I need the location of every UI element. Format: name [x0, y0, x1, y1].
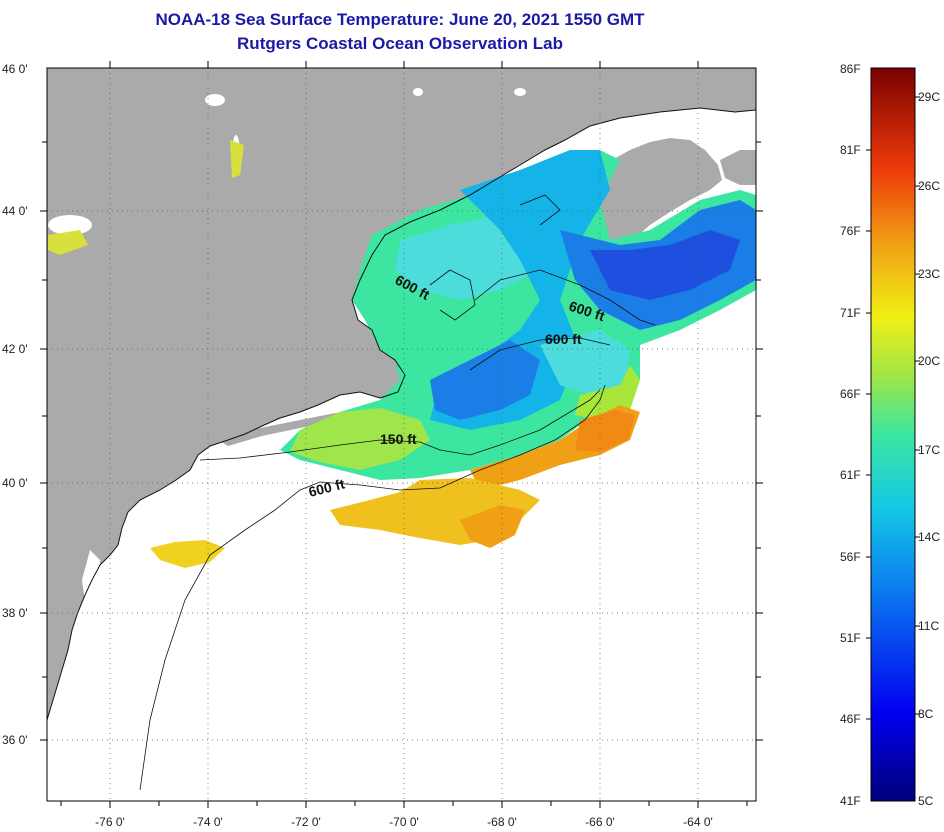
- gulf-of-maine-contour-600ft: [429, 194, 656, 371]
- cb-c-23: 23C: [918, 267, 940, 281]
- cb-c-8: 8C: [918, 707, 934, 721]
- lon-label-76: -76 0': [95, 815, 125, 829]
- cb-c-29: 29C: [918, 90, 940, 104]
- land-mainland: [47, 68, 756, 720]
- cb-c-20: 20C: [918, 354, 940, 368]
- lake-1: [205, 94, 225, 106]
- coastline: [47, 107, 756, 721]
- land-long-island: [215, 410, 355, 446]
- map-plot: [47, 68, 756, 801]
- lat-label-42: 42 0': [2, 342, 28, 356]
- delaware-bay: [126, 512, 150, 552]
- graticule: [47, 68, 756, 801]
- lat-label-40: 40 0': [2, 476, 28, 490]
- cb-f-71: 71F: [840, 306, 861, 320]
- map-title: NOAA-18 Sea Surface Temperature: June 20…: [155, 10, 645, 29]
- map-frame: [46, 67, 757, 802]
- lake-5: [48, 215, 92, 235]
- cb-c-14: 14C: [918, 530, 940, 544]
- cb-c-5: 5C: [918, 794, 934, 808]
- lat-label-38: 38 0': [2, 606, 28, 620]
- cb-f-76: 76F: [840, 224, 861, 238]
- lon-label-72: -72 0': [291, 815, 321, 829]
- chesapeake-bay: [76, 550, 100, 700]
- cb-f-86: 86F: [840, 62, 861, 76]
- lon-label-68: -68 0': [487, 815, 517, 829]
- cb-f-56: 56F: [840, 550, 861, 564]
- lon-label-70: -70 0': [389, 815, 419, 829]
- colorbar-celsius-labels: 29C 26C 23C 20C 17C 14C 11C 8C 5C: [918, 90, 940, 808]
- colorbar: [870, 67, 916, 802]
- colorbar-fahrenheit-labels: 86F 81F 76F 71F 66F 61F 56F 51F 46F 41F: [840, 62, 861, 808]
- land-nova-scotia: [596, 138, 722, 245]
- cb-f-61: 61F: [840, 468, 861, 482]
- lake-3: [413, 88, 423, 96]
- lat-label-44: 44 0': [2, 204, 28, 218]
- cb-f-51: 51F: [840, 631, 861, 645]
- lon-label-66: -66 0': [585, 815, 615, 829]
- shelf-break-contour-150ft: [199, 389, 601, 461]
- sst-field: [48, 140, 756, 568]
- cb-f-46: 46F: [840, 712, 861, 726]
- lon-label-64: -64 0': [683, 815, 713, 829]
- map-subtitle: Rutgers Coastal Ocean Observation Lab: [237, 34, 563, 53]
- cb-f-81: 81F: [840, 143, 861, 157]
- land-cape-breton: [720, 150, 756, 185]
- cb-c-17: 17C: [918, 443, 940, 457]
- contour-label-4: 150 ft: [380, 431, 417, 447]
- shelf-break-contour-600ft: [139, 384, 606, 791]
- lon-label-74: -74 0': [193, 815, 223, 829]
- lat-label-36: 36 0': [2, 733, 28, 747]
- lat-label-46: 46 0': [2, 62, 28, 76]
- cb-c-11: 11C: [918, 619, 939, 633]
- colorbar-ticks: [866, 96, 920, 720]
- cb-f-66: 66F: [840, 387, 861, 401]
- cb-c-26: 26C: [918, 179, 940, 193]
- cb-f-41: 41F: [840, 794, 861, 808]
- axis-ticks: [40, 61, 763, 808]
- contour-label-3: 600 ft: [545, 331, 582, 347]
- lake-4: [514, 88, 526, 96]
